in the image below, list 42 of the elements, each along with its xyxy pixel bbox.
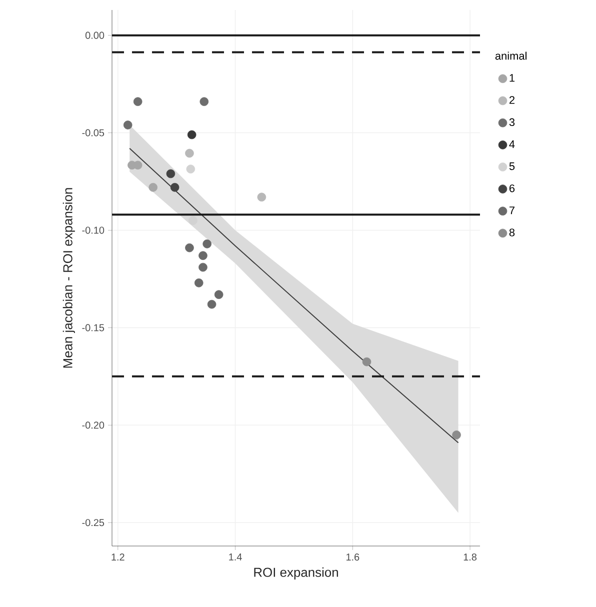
point <box>187 130 196 140</box>
point <box>200 97 209 106</box>
point <box>214 290 224 299</box>
point <box>452 430 461 440</box>
legend-label: 4 <box>509 140 515 148</box>
y-tick-label: -0.25 <box>82 519 104 526</box>
point <box>185 148 194 158</box>
point <box>123 120 132 130</box>
point <box>207 300 216 309</box>
point <box>133 97 142 106</box>
y-tick-label: -0.10 <box>82 226 104 234</box>
point <box>198 251 208 260</box>
y-tick-label: 0.00 <box>85 32 104 39</box>
point <box>185 243 194 252</box>
x-tick-label: 1.8 <box>464 554 477 561</box>
point <box>194 278 204 288</box>
y-tick-label: -0.15 <box>82 324 104 332</box>
legend-label: 7 <box>509 206 514 214</box>
x-axis-title: ROI expansion <box>254 567 338 580</box>
legend-label: 5 <box>509 162 515 170</box>
x-tick-label: 1.4 <box>229 554 242 560</box>
point <box>148 182 158 192</box>
point <box>166 169 176 178</box>
point <box>362 357 372 366</box>
point <box>170 182 180 192</box>
point <box>257 192 266 202</box>
y-tick-label: -0.20 <box>82 422 104 429</box>
legend-label: 8 <box>509 228 515 236</box>
x-tick-label: 1.2 <box>112 554 124 560</box>
point <box>186 164 196 174</box>
legend-label: 3 <box>509 118 515 126</box>
point <box>202 239 212 248</box>
point <box>188 216 198 225</box>
y-tick-label: -0.05 <box>82 129 104 136</box>
legend-label: 2 <box>509 96 514 104</box>
legend-label: 1 <box>510 74 514 82</box>
point <box>198 262 208 272</box>
line-series <box>129 148 459 444</box>
y-axis-title: Mean jacobian - ROI expansion <box>62 188 75 368</box>
legend-label: 6 <box>509 184 515 192</box>
x-tick-label: 1.6 <box>346 554 360 561</box>
legend-title: animal <box>495 52 526 60</box>
